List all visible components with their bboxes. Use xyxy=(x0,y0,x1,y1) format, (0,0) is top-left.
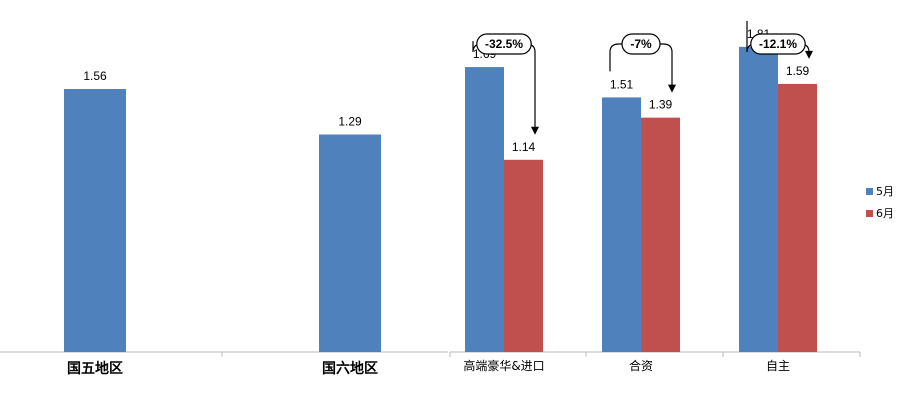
change-badge xyxy=(750,33,806,55)
data-label: 1.51 xyxy=(610,77,634,91)
category-label: 国六地区 xyxy=(322,360,378,377)
bar-may-3 xyxy=(739,46,778,353)
legend-label: 6月 xyxy=(876,207,894,220)
category-label: 合资 xyxy=(629,358,653,373)
bar-may-2 xyxy=(602,97,641,352)
arrow-head xyxy=(668,84,676,93)
data-label: 1.56 xyxy=(83,69,107,83)
bar-2 xyxy=(319,134,381,352)
data-label: 1.29 xyxy=(338,115,362,129)
category-label: 高端豪华&进口 xyxy=(463,358,544,373)
category-label: 国五地区 xyxy=(67,360,123,377)
arrow-head xyxy=(805,50,813,59)
change-percent: -7% xyxy=(630,37,652,51)
legend-swatch xyxy=(866,188,873,195)
data-label: 1.59 xyxy=(786,64,810,78)
arrow-head xyxy=(531,126,539,135)
legend-label: 5月 xyxy=(876,185,894,198)
data-label: 1.39 xyxy=(649,98,673,112)
bar-june-2 xyxy=(641,117,680,353)
right-chart: 1.691.14高端豪华&进口-32.5%1.511.39合资-7%1.811.… xyxy=(449,20,894,373)
bar-june-3 xyxy=(778,83,817,353)
change-badge xyxy=(621,33,661,55)
legend-swatch xyxy=(866,210,873,217)
change-percent: -32.5% xyxy=(485,37,523,51)
category-label: 自主 xyxy=(766,359,790,373)
bar-1 xyxy=(64,88,126,352)
data-label: 1.14 xyxy=(512,140,536,154)
change-badge xyxy=(476,33,532,55)
bar-june-1 xyxy=(504,159,543,352)
bar-may-1 xyxy=(465,67,504,352)
left-chart: 1.56 国五地区 1.29 国六地区 xyxy=(0,69,448,377)
change-percent: -12.1% xyxy=(759,37,797,51)
